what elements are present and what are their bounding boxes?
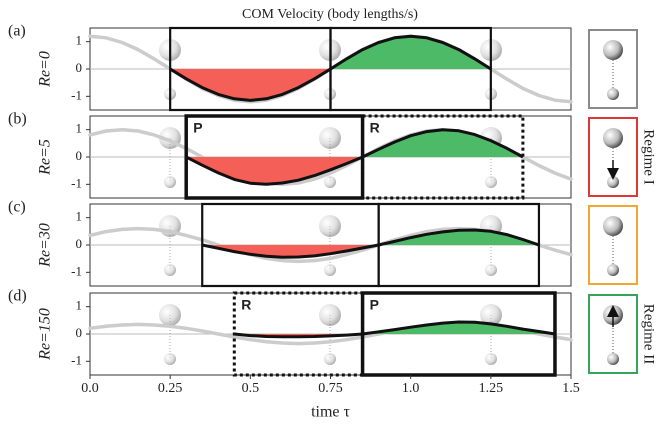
ghost-sphere-small: [324, 176, 336, 188]
phase-label: P: [370, 297, 379, 313]
phase-label: P: [193, 120, 202, 136]
phase-box: [361, 114, 525, 200]
y-axis-label: Re=150: [37, 308, 54, 361]
ghost-sphere-large: [319, 215, 341, 237]
icon-sphere-large: [603, 216, 623, 236]
y-tick-label: -1: [71, 87, 82, 102]
x-tick-label: 0.0: [81, 381, 99, 396]
ghost-sphere-large: [319, 304, 341, 326]
phase-box: [329, 26, 492, 112]
icon-sphere-large: [603, 40, 623, 60]
ghost-sphere-small: [164, 353, 176, 365]
phase-box: [360, 291, 557, 377]
ghost-sphere-small: [485, 176, 497, 188]
negative-area: [170, 69, 331, 101]
y-tick-label: 1: [76, 209, 83, 224]
velocity-curve: [185, 128, 524, 186]
icon-sphere-small: [607, 264, 619, 276]
icon-sphere-small: [607, 88, 619, 100]
y-tick-label: 0: [76, 148, 83, 163]
ghost-sphere-small: [164, 176, 176, 188]
x-tick-label: 0.5: [242, 381, 260, 396]
y-tick-label: 1: [76, 298, 83, 313]
ghost-sphere-small: [164, 264, 176, 276]
ghost-sphere-small: [324, 264, 336, 276]
x-tick-label: 1.5: [562, 381, 580, 396]
y-tick-label: -1: [71, 263, 82, 278]
regime-label: Regime I: [641, 129, 657, 184]
ghost-sphere-small: [324, 353, 336, 365]
regime-label: Regime II: [641, 304, 657, 364]
x-tick-label: 1.0: [402, 381, 420, 396]
ghost-sphere-large: [480, 304, 502, 326]
icon-sphere-large: [603, 128, 623, 148]
panel-label: (b): [8, 111, 27, 128]
y-tick-label: 0: [76, 325, 83, 340]
y-tick-label: 1: [76, 121, 83, 136]
icon-sphere-small: [607, 353, 619, 365]
velocity-curve: [201, 228, 540, 259]
y-axis-label: Re=30: [37, 223, 54, 268]
ghost-sphere-small: [485, 264, 497, 276]
phase-label: R: [370, 120, 380, 136]
panel-label: (d): [8, 288, 27, 305]
velocity-curve: [234, 320, 556, 339]
y-tick-label: -1: [71, 175, 82, 190]
ghost-sphere-large: [159, 304, 181, 326]
y-tick-label: -1: [71, 352, 82, 367]
positive-area: [362, 322, 555, 334]
x-tick-label: 1.25: [479, 381, 504, 396]
y-axis-label: Re=0: [37, 51, 54, 88]
ghost-sphere-small: [485, 353, 497, 365]
icon-sphere-small: [607, 176, 619, 188]
y-tick-label: 1: [76, 33, 83, 48]
x-axis-label: time τ: [311, 404, 350, 421]
ghost-sphere-large: [319, 127, 341, 149]
y-tick-label: 0: [76, 60, 83, 75]
positive-area: [362, 129, 523, 157]
x-tick-label: 0.75: [318, 381, 343, 396]
x-tick-label: 0.25: [158, 381, 183, 396]
phase-box: [377, 202, 541, 288]
chart-title: COM Velocity (body lengths/s): [242, 7, 418, 22]
y-axis-label: Re=5: [37, 139, 54, 176]
phase-label: R: [241, 297, 251, 313]
y-tick-label: 0: [76, 236, 83, 251]
panel-label: (c): [8, 199, 26, 216]
phase-box: [184, 114, 365, 200]
panel-label: (a): [8, 23, 26, 40]
positive-area: [330, 36, 491, 69]
negative-area: [202, 245, 379, 258]
